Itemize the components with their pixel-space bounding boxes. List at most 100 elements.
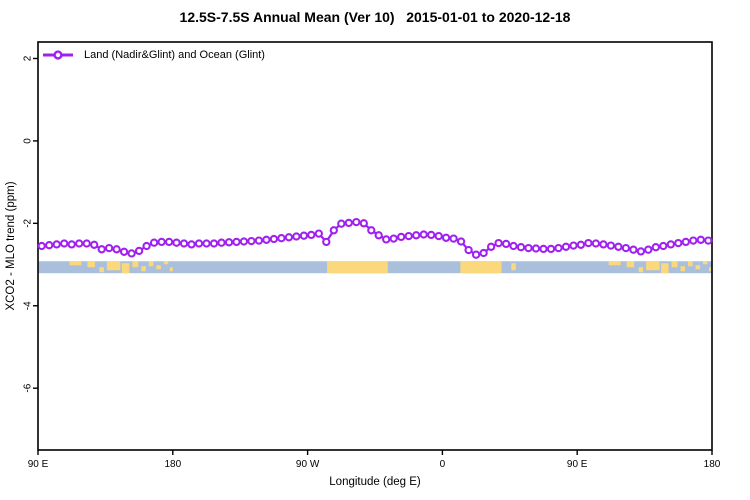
- map-strip-island: [661, 263, 669, 274]
- series-point: [704, 236, 713, 245]
- series-point: [621, 243, 631, 253]
- map-strip-island: [688, 261, 693, 267]
- series-point: [217, 238, 226, 247]
- map-strip-island: [87, 261, 95, 268]
- series-point: [254, 236, 264, 245]
- map-strip-island: [121, 263, 130, 274]
- legend-label: Land (Nadir&Glint) and Ocean (Glint): [84, 49, 265, 61]
- series-point: [97, 245, 106, 254]
- map-strip-island: [703, 261, 708, 265]
- series-point: [591, 239, 601, 248]
- series-point: [479, 248, 488, 258]
- map-strip-land: [460, 261, 502, 274]
- series-point: [382, 235, 391, 244]
- series-point: [284, 233, 294, 242]
- series-point: [696, 235, 705, 244]
- y-axis-title: XCO2 - MLO trend (ppm): [5, 181, 17, 311]
- y-tick-label: -6: [23, 383, 34, 392]
- series-point: [142, 241, 151, 251]
- series-point: [112, 245, 121, 254]
- series-point: [52, 240, 61, 249]
- legend-circle: [53, 50, 63, 60]
- x-tick-label: 180: [164, 459, 181, 470]
- x-tick-label: 90 E: [567, 459, 588, 470]
- series-point: [60, 239, 69, 248]
- series-point: [427, 230, 436, 240]
- series-point: [509, 241, 518, 251]
- series-point: [232, 237, 241, 247]
- map-strip-island: [695, 265, 701, 270]
- series-point: [172, 238, 181, 247]
- series-point: [434, 231, 443, 241]
- series-point: [636, 247, 646, 256]
- series-point: [674, 238, 683, 248]
- series-point: [209, 239, 219, 248]
- map-strip-island: [148, 261, 154, 267]
- y-tick-label: 2: [23, 55, 34, 61]
- map-strip-island: [608, 261, 621, 266]
- x-tick-label: 0: [440, 459, 446, 470]
- x-tick-label: 90 E: [28, 459, 49, 470]
- series-point: [299, 231, 309, 240]
- series-point: [187, 240, 196, 249]
- map-strip-island: [99, 267, 104, 273]
- series-point: [464, 245, 473, 255]
- y-tick-label: -2: [23, 218, 34, 227]
- chart-title: 12.5S-7.5S Annual Mean (Ver 10) 2015-01-…: [179, 9, 571, 25]
- map-strip-island: [626, 261, 635, 268]
- map-strip-island: [163, 261, 169, 265]
- series-point: [441, 233, 451, 242]
- series-point: [82, 239, 91, 248]
- legend-marker-icon: [43, 50, 73, 60]
- series-point: [576, 240, 586, 249]
- series-point: [179, 239, 189, 248]
- series-point: [352, 217, 361, 227]
- series-point: [471, 250, 481, 259]
- map-strip-island: [671, 261, 678, 268]
- series-point: [516, 243, 526, 252]
- series-point: [569, 241, 578, 250]
- series-point: [202, 239, 211, 248]
- legend: Land (Nadir&Glint) and Ocean (Glint): [41, 49, 265, 61]
- series-point: [314, 229, 323, 238]
- series-point: [367, 226, 376, 235]
- series-point: [344, 218, 353, 228]
- series-point: [584, 238, 593, 248]
- y-tick-label: -4: [23, 301, 34, 310]
- map-strip-island: [511, 263, 516, 271]
- series-point: [277, 234, 286, 243]
- series-point: [134, 246, 144, 256]
- series-point: [681, 237, 690, 247]
- series-point: [90, 240, 99, 249]
- series-point: [689, 236, 698, 245]
- series-point: [531, 244, 541, 253]
- map-strip-island: [709, 267, 712, 272]
- map-strip-island: [680, 266, 686, 272]
- map-strip-island: [646, 261, 660, 271]
- series-point: [546, 244, 556, 254]
- map-strip-island: [638, 267, 644, 273]
- x-tick-label: 90 W: [296, 459, 320, 470]
- series-point: [329, 226, 338, 235]
- series-point: [224, 238, 234, 247]
- series-point: [247, 236, 256, 246]
- series-point: [524, 243, 533, 253]
- series-point: [644, 245, 653, 254]
- series-point: [75, 239, 84, 248]
- series-point: [419, 230, 428, 239]
- map-strip-island: [69, 261, 82, 266]
- series-point: [45, 241, 54, 250]
- series-point: [359, 219, 368, 228]
- series-point: [269, 234, 279, 244]
- series-point: [554, 243, 563, 253]
- series-point: [614, 242, 623, 251]
- series-point: [486, 242, 496, 251]
- series-point: [374, 231, 383, 240]
- series-point: [539, 244, 548, 254]
- series-point: [67, 240, 76, 249]
- series-point: [659, 241, 668, 251]
- series-point: [389, 234, 398, 243]
- x-axis-title: Longitude (deg E): [329, 476, 421, 488]
